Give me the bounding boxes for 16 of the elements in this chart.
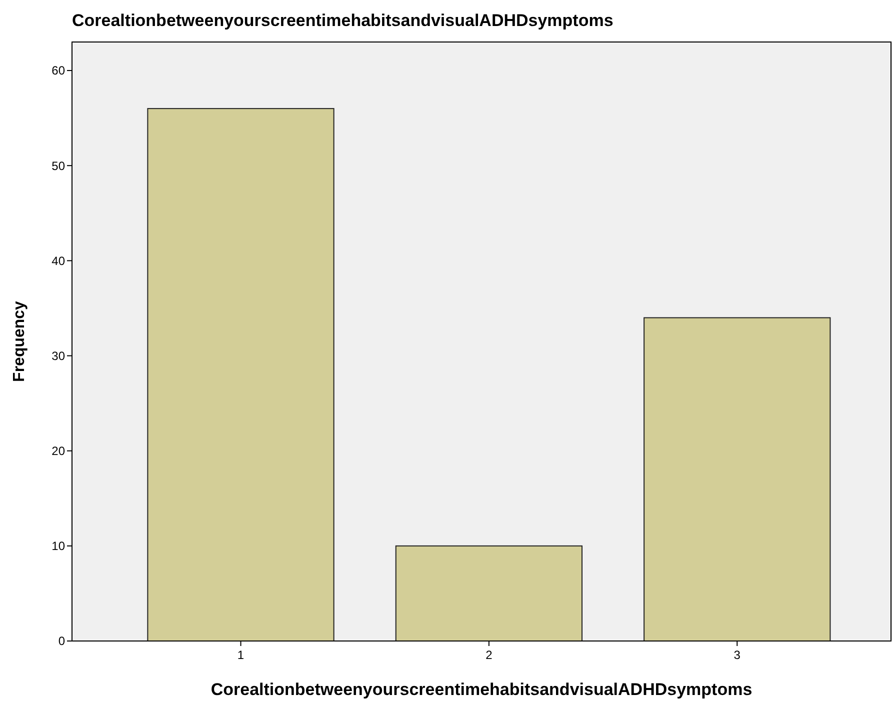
x-axis-title: CorealtionbetweenyourscreentimehabitsandvisualADHDsymptoms <box>210 680 752 699</box>
x-tick-label: 1 <box>237 648 244 662</box>
y-tick-label: 0 <box>58 634 66 648</box>
y-tick-label: 10 <box>52 539 66 554</box>
bar <box>395 545 583 642</box>
bar <box>147 108 334 642</box>
y-tick-label: 30 <box>52 348 66 363</box>
y-tick-label: 40 <box>52 254 66 268</box>
y-tick-label: 60 <box>52 64 66 78</box>
chart-title: CorealtionbetweenyourscreentimehabitsandvisualADHDsymptoms <box>72 11 614 30</box>
bar <box>644 317 831 642</box>
y-tick-label: 20 <box>52 444 66 458</box>
y-tick-label: 50 <box>52 158 66 173</box>
x-tick-label: 3 <box>734 648 741 662</box>
y-axis-title: Frequency <box>11 300 28 382</box>
x-tick-label: 2 <box>486 648 493 662</box>
